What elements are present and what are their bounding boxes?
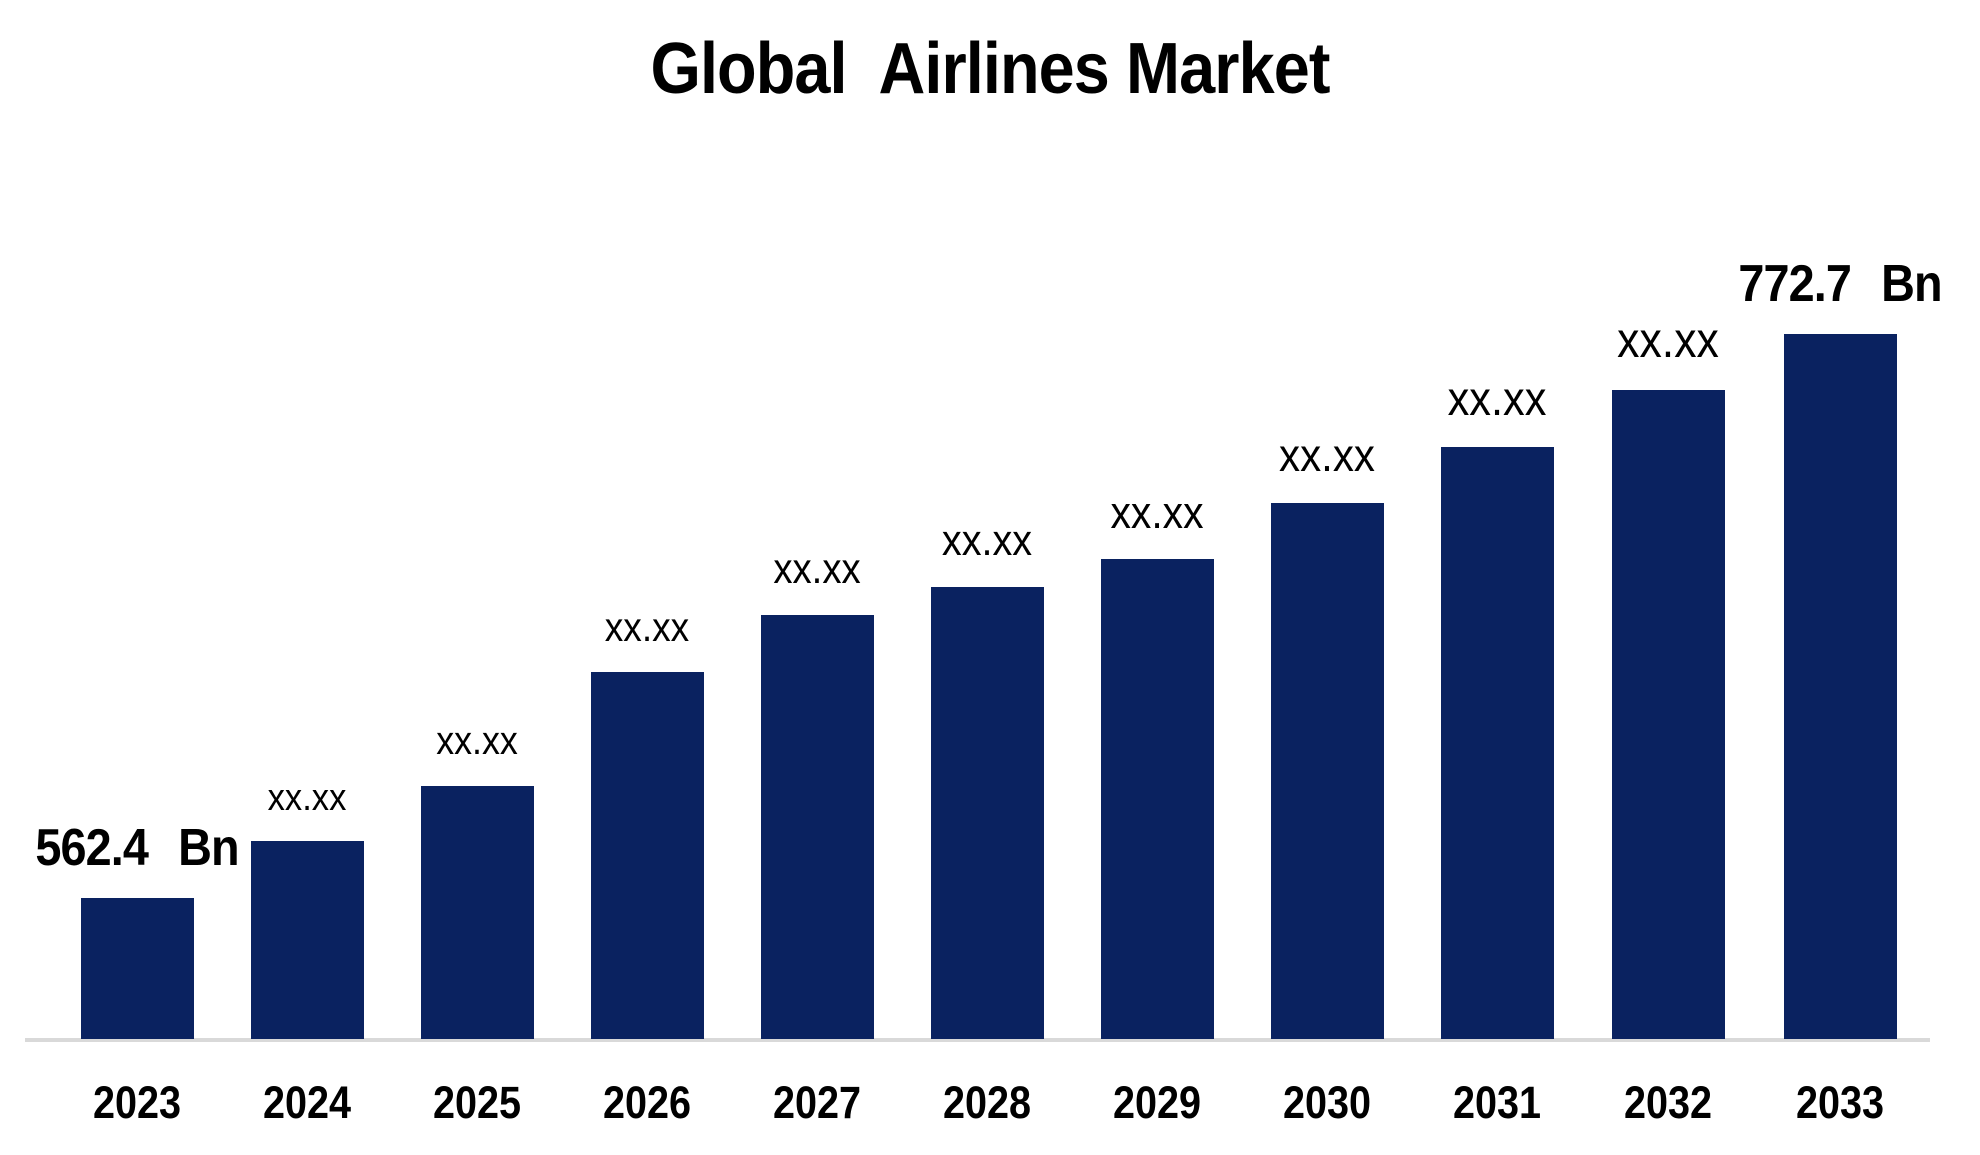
bar-2030 [1270, 503, 1384, 1039]
bar-2031 [1440, 447, 1554, 1039]
x-tick-label-2031: 2031 [1452, 1077, 1542, 1128]
bar-2026 [590, 672, 704, 1039]
bar-2033 [1783, 334, 1897, 1039]
x-tick-label-2028: 2028 [942, 1077, 1032, 1128]
bar-2032 [1611, 390, 1725, 1039]
x-tick-label-2029: 2029 [1112, 1077, 1202, 1128]
value-label-2025: xx.xx [436, 719, 518, 764]
x-tick-label-2023: 2023 [92, 1077, 182, 1128]
bar-2024 [250, 841, 364, 1039]
x-tick-label-2025: 2025 [432, 1077, 522, 1128]
x-tick-label-2030: 2030 [1282, 1077, 1372, 1128]
value-label-2024: xx.xx [267, 775, 347, 819]
value-label-2032: xx.xx [1617, 312, 1719, 369]
x-tick-label-2026: 2026 [602, 1077, 692, 1128]
bar-2023 [80, 898, 194, 1039]
x-tick-label-2032: 2032 [1623, 1077, 1713, 1128]
value-label-2030: xx.xx [1279, 429, 1375, 482]
value-label-2028: xx.xx [941, 516, 1033, 565]
x-tick-label-2024: 2024 [262, 1077, 352, 1128]
chart-title: Global Airlines Market [650, 29, 1330, 109]
bar-2027 [760, 615, 874, 1039]
x-axis-line [25, 1038, 1930, 1042]
value-label-2023: 562.4 Bn [35, 819, 239, 877]
bar-2029 [1100, 559, 1214, 1039]
value-label-2029: xx.xx [1110, 486, 1204, 538]
value-label-2027: xx.xx [773, 545, 861, 594]
bar-2028 [930, 587, 1044, 1039]
x-tick-label-2033: 2033 [1795, 1077, 1885, 1128]
bar-2025 [420, 786, 534, 1039]
value-label-2033: 772.7 Bn [1738, 255, 1942, 313]
value-label-2026: xx.xx [604, 603, 690, 650]
value-label-2031: xx.xx [1447, 371, 1547, 426]
x-tick-label-2027: 2027 [772, 1077, 862, 1128]
